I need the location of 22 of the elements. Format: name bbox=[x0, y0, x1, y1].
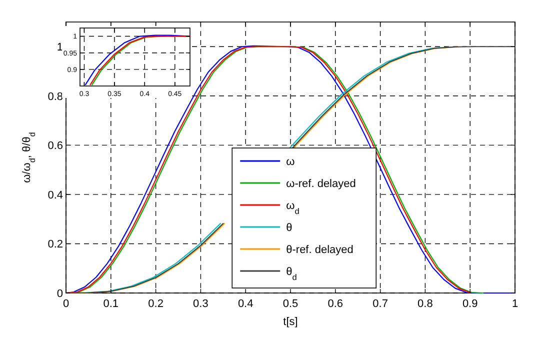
x-tick-label: 0.7 bbox=[372, 298, 388, 310]
x-tick-label: 0.4 bbox=[238, 298, 254, 310]
y-tick-label: 0 bbox=[56, 288, 63, 300]
legend-label: ω$_{d}$ bbox=[286, 200, 300, 216]
x-tick-label: 0.6 bbox=[328, 298, 344, 310]
y-tick-label: 1 bbox=[56, 41, 63, 54]
legend-label: ω bbox=[286, 156, 296, 168]
x-tick-label: 0.9 bbox=[462, 298, 478, 310]
legend-label: ω-ref. delayed bbox=[286, 178, 356, 190]
x-axis-title: t[s] bbox=[283, 316, 298, 328]
y-tick-label: 0.2 bbox=[48, 238, 63, 251]
x-tick-label: 1 bbox=[512, 298, 518, 310]
y-tick-label: 0.6 bbox=[48, 140, 63, 152]
x-tick-label: 0.1 bbox=[103, 298, 119, 310]
x-tick-label: 0.2 bbox=[148, 298, 164, 310]
x-tick-label: 0.8 bbox=[418, 298, 433, 310]
legend-label: θ$_{d}$ bbox=[286, 266, 298, 282]
x-tick-label: 0.3 bbox=[193, 298, 208, 310]
legend-label: θ-ref. delayed bbox=[286, 244, 354, 256]
x-tick-label: 0.5 bbox=[282, 298, 298, 310]
y-tick-label: 0.4 bbox=[48, 189, 63, 202]
legend-label: θ bbox=[286, 222, 292, 234]
